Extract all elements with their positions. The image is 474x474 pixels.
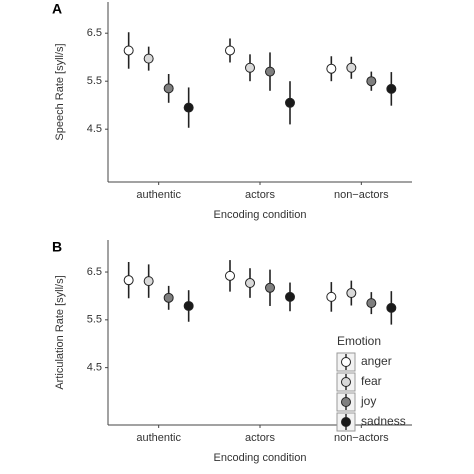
x-tick-label: authentic	[136, 432, 181, 444]
legend-label: joy	[360, 394, 376, 408]
panel-label: A	[52, 1, 62, 17]
y-axis-title: Articulation Rate [syll/s]	[54, 275, 66, 389]
point	[326, 291, 337, 302]
legend-key-point	[341, 417, 351, 427]
panel-label: B	[52, 239, 62, 255]
point	[123, 275, 134, 286]
legend-key-point	[341, 357, 351, 367]
legend-label: anger	[361, 354, 392, 368]
point	[143, 53, 154, 64]
legend-label: sadness	[361, 414, 406, 428]
x-tick-label: non−actors	[334, 432, 389, 444]
x-tick-label: non−actors	[334, 189, 389, 201]
y-tick-label: 4.5	[87, 123, 102, 135]
point	[225, 45, 235, 56]
point	[285, 291, 295, 302]
x-axis-title: Encoding condition	[214, 452, 307, 464]
point	[225, 270, 235, 281]
point	[123, 45, 134, 56]
point	[386, 83, 397, 94]
point	[163, 83, 174, 94]
point	[183, 300, 194, 311]
y-tick-label: 5.5	[87, 314, 102, 326]
point	[346, 62, 357, 73]
point	[285, 97, 295, 108]
point	[265, 66, 275, 77]
x-axis-title: Encoding condition	[214, 209, 307, 221]
point	[366, 298, 377, 309]
y-tick-label: 4.5	[87, 362, 102, 374]
y-axis-title: Speech Rate [syll/s]	[54, 43, 66, 140]
point	[346, 288, 357, 299]
legend-key-point	[341, 377, 351, 387]
y-tick-label: 5.5	[87, 75, 102, 87]
point	[143, 276, 154, 287]
y-tick-label: 6.5	[87, 27, 102, 39]
x-tick-label: actors	[245, 189, 275, 201]
point	[163, 292, 174, 303]
point	[183, 102, 194, 113]
legend-key-point	[341, 397, 351, 407]
legend-title: Emotion	[337, 334, 381, 348]
point	[265, 282, 275, 293]
point	[366, 76, 377, 87]
x-tick-label: authentic	[136, 189, 181, 201]
point	[245, 62, 255, 73]
y-tick-label: 6.5	[87, 266, 102, 278]
legend-label: fear	[361, 374, 382, 388]
point	[386, 302, 397, 313]
point	[326, 63, 337, 74]
x-tick-label: actors	[245, 432, 275, 444]
point	[245, 278, 255, 289]
